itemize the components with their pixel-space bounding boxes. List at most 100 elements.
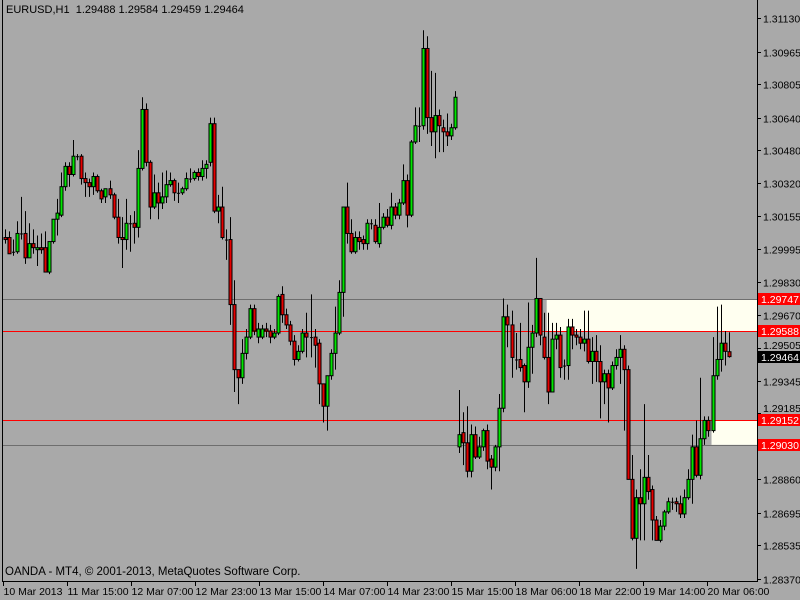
candle-body bbox=[91, 176, 96, 188]
candle bbox=[160, 172, 165, 210]
price-tick-label: 1.29345 bbox=[763, 377, 800, 389]
candle-body bbox=[168, 180, 173, 186]
candle bbox=[325, 375, 330, 431]
candle bbox=[706, 416, 711, 437]
candle bbox=[409, 139, 414, 218]
candle-body bbox=[43, 247, 48, 273]
candle bbox=[586, 310, 591, 364]
candle-body bbox=[666, 501, 671, 513]
candle-body bbox=[112, 194, 117, 218]
candle-body bbox=[690, 446, 695, 480]
time-tick-label: 18 Mar 06:00 bbox=[516, 586, 578, 598]
candle bbox=[120, 217, 125, 268]
candle-body bbox=[590, 350, 595, 362]
price-tick-label: 1.29830 bbox=[763, 278, 800, 290]
candle-body bbox=[7, 237, 12, 255]
candle bbox=[626, 365, 631, 480]
price-tag-label: 1.29588 bbox=[761, 326, 799, 338]
candle bbox=[602, 369, 607, 405]
candle bbox=[345, 182, 350, 244]
price-tag-bg bbox=[758, 414, 800, 426]
candle bbox=[393, 202, 398, 220]
candle bbox=[473, 426, 478, 460]
candle-body bbox=[377, 226, 382, 245]
candle-body bbox=[256, 328, 261, 338]
candle-body bbox=[453, 96, 458, 129]
candle bbox=[288, 320, 293, 346]
candle-body bbox=[622, 348, 627, 371]
candle-body bbox=[393, 206, 398, 216]
candle-body bbox=[642, 476, 647, 505]
candle bbox=[546, 312, 551, 405]
candle-body bbox=[337, 291, 342, 334]
candle-body bbox=[156, 192, 161, 204]
zone-rectangle bbox=[546, 299, 757, 332]
candle bbox=[610, 361, 615, 390]
candle bbox=[357, 231, 362, 250]
candle bbox=[425, 36, 430, 134]
candle-body bbox=[99, 190, 104, 200]
candle-body bbox=[329, 352, 334, 377]
candle-body bbox=[534, 297, 539, 334]
candle bbox=[563, 359, 566, 380]
candle bbox=[304, 312, 309, 358]
price-tag-bg bbox=[758, 351, 800, 363]
candle bbox=[630, 454, 635, 541]
candle-body bbox=[449, 127, 454, 137]
candle-body bbox=[31, 243, 36, 249]
candle-body bbox=[47, 241, 52, 273]
candle bbox=[12, 239, 15, 256]
candle-body bbox=[723, 342, 728, 352]
candle bbox=[300, 328, 305, 354]
candle bbox=[570, 318, 575, 350]
candle-body bbox=[381, 216, 386, 228]
price-tick-label: 1.30805 bbox=[763, 80, 800, 92]
candle bbox=[538, 297, 543, 346]
candle-body bbox=[626, 369, 631, 480]
candle bbox=[272, 328, 277, 340]
candle bbox=[216, 194, 221, 224]
candle bbox=[284, 308, 289, 329]
candle-body bbox=[727, 351, 732, 358]
candle bbox=[329, 349, 334, 380]
candle-body bbox=[445, 131, 450, 137]
candle bbox=[124, 198, 129, 250]
candle bbox=[465, 406, 470, 478]
candle bbox=[614, 349, 619, 370]
candle-body bbox=[522, 365, 527, 383]
candle bbox=[421, 30, 426, 130]
candle bbox=[381, 213, 386, 230]
candle-body bbox=[152, 192, 157, 208]
candle bbox=[83, 172, 88, 197]
candle-body bbox=[385, 216, 390, 226]
candle bbox=[43, 231, 48, 273]
candle bbox=[365, 219, 370, 250]
candle-body bbox=[546, 356, 551, 393]
candle-body bbox=[654, 519, 659, 541]
price-tag-bg bbox=[758, 325, 800, 337]
time-tick-label: 10 Mar 2013 bbox=[4, 586, 63, 598]
candle bbox=[99, 188, 104, 203]
candle-body bbox=[212, 123, 217, 212]
candle-body bbox=[606, 373, 611, 389]
price-tick-label: 1.28370 bbox=[763, 575, 800, 587]
candle bbox=[658, 520, 663, 543]
candle-body bbox=[457, 434, 462, 448]
candle-body bbox=[196, 171, 201, 178]
candle bbox=[666, 497, 671, 514]
candle-body bbox=[325, 375, 330, 407]
candle-body bbox=[357, 237, 362, 243]
candle bbox=[662, 509, 667, 531]
candle bbox=[550, 322, 555, 393]
candle bbox=[103, 188, 108, 203]
candle bbox=[212, 117, 217, 214]
candle-body bbox=[489, 458, 494, 468]
candle bbox=[152, 174, 157, 210]
candle-body bbox=[341, 206, 346, 293]
candle bbox=[461, 412, 466, 466]
candle-body bbox=[300, 332, 305, 352]
candle-body bbox=[220, 206, 225, 239]
candle bbox=[136, 150, 141, 238]
